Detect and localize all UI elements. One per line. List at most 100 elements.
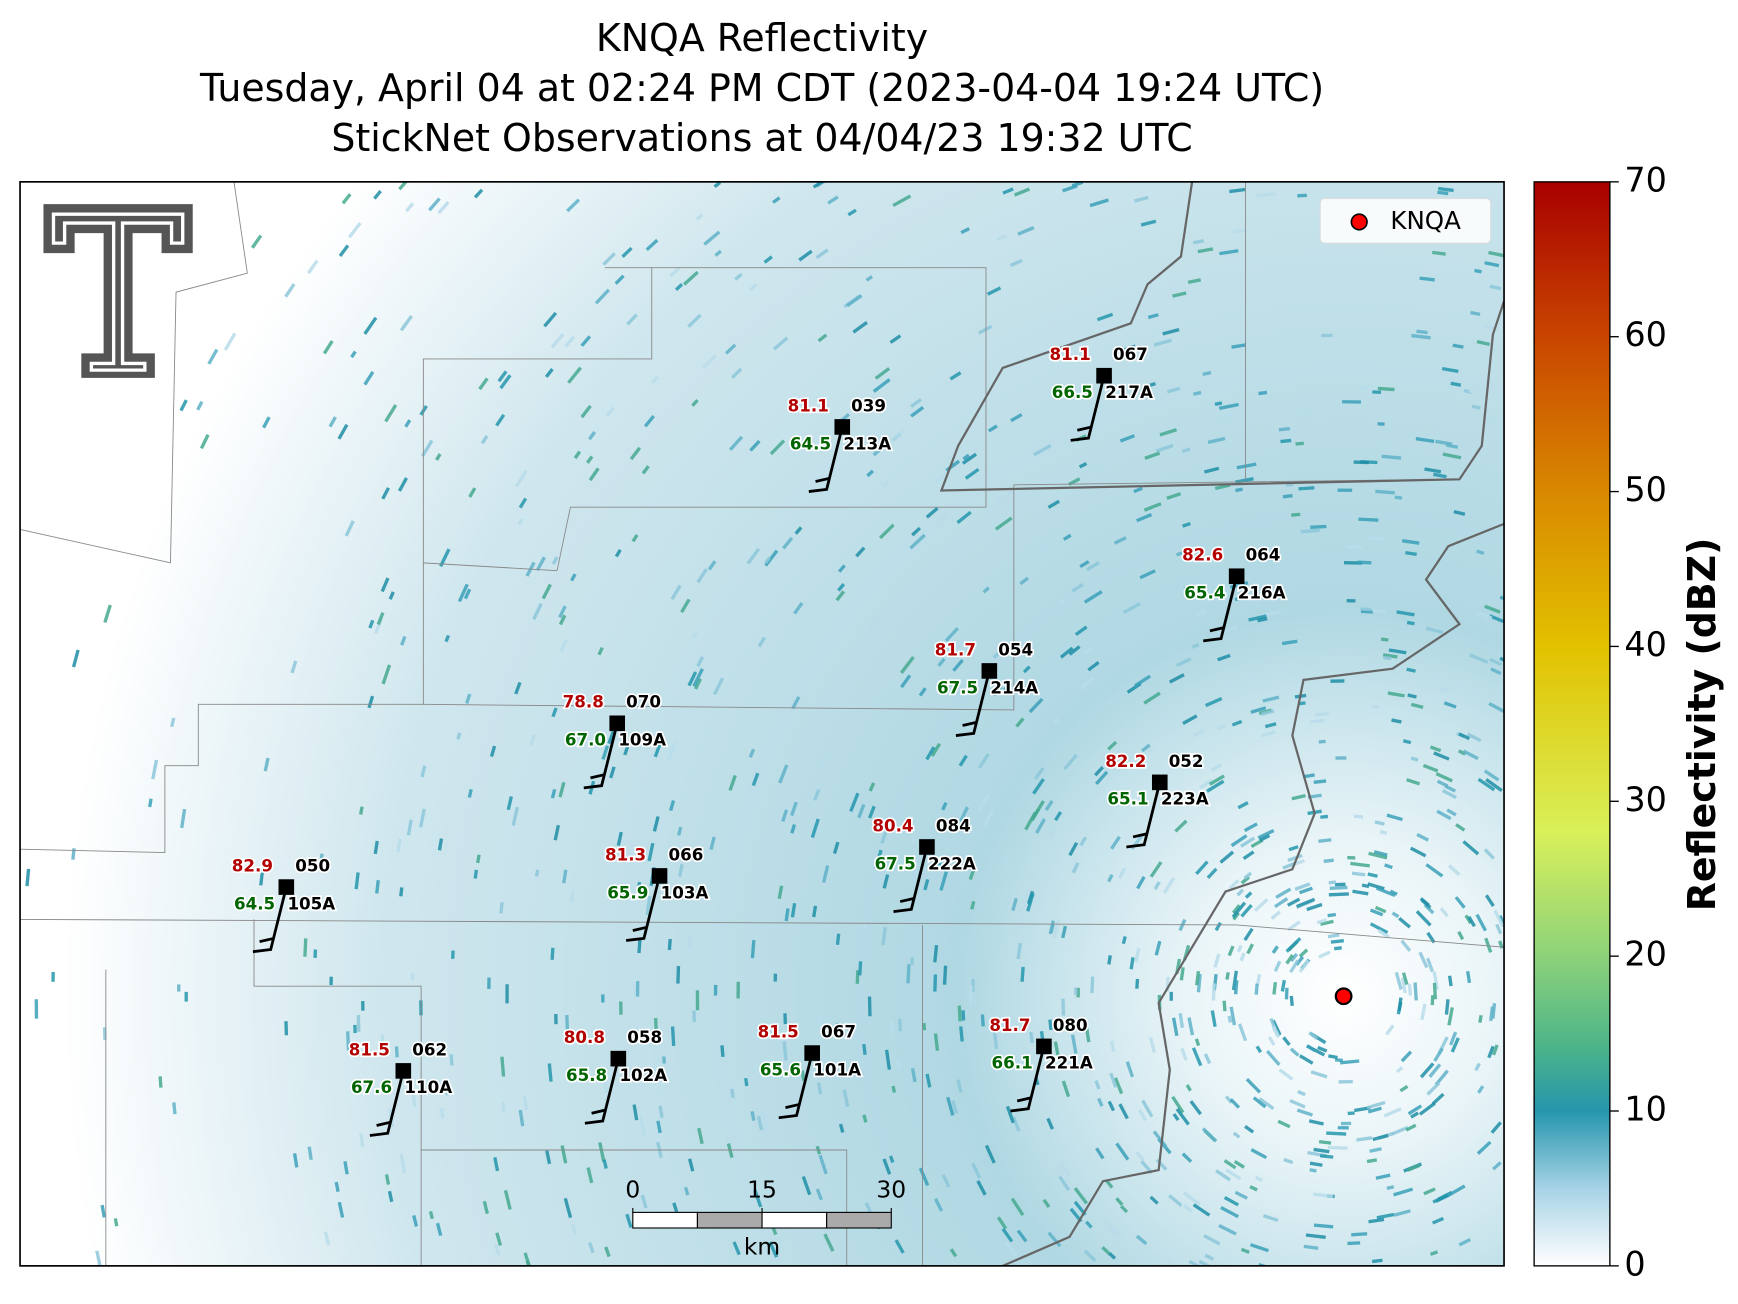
radar-echo bbox=[564, 335, 576, 348]
radar-echo bbox=[1062, 533, 1072, 541]
colorbar: Reflectivity (dBZ) 0 10 20 30 40 50 60 70 bbox=[1533, 160, 1724, 1283]
radar-echo bbox=[1297, 1089, 1306, 1097]
radar-echo bbox=[992, 1029, 999, 1049]
radar-echo bbox=[1493, 909, 1505, 928]
radar-echo bbox=[387, 1190, 394, 1203]
radar-echo bbox=[1203, 1234, 1221, 1246]
radar-echo bbox=[1380, 637, 1389, 642]
radar-echo bbox=[1181, 447, 1191, 454]
title: KNQA Reflectivity bbox=[596, 16, 928, 60]
colorbar-tick-label: 20 bbox=[1624, 935, 1667, 974]
wind-barb bbox=[808, 426, 844, 493]
radar-echo bbox=[1429, 1250, 1439, 1256]
radar-echo bbox=[956, 1079, 963, 1093]
radar-echo bbox=[567, 366, 582, 384]
radar-echo bbox=[1011, 897, 1018, 911]
radar-echo bbox=[749, 439, 761, 452]
station-id: 214A bbox=[990, 677, 1038, 697]
radar-echo bbox=[1107, 740, 1118, 751]
radar-echo bbox=[703, 230, 721, 246]
radar-echo bbox=[1398, 917, 1411, 929]
radar-echo bbox=[1313, 1223, 1334, 1229]
radar-echo bbox=[468, 487, 477, 498]
radar-echo bbox=[672, 1202, 679, 1213]
radar-echo bbox=[835, 590, 846, 602]
radar-echo bbox=[1240, 1247, 1250, 1254]
radar-echo bbox=[670, 1026, 676, 1046]
radar-echo bbox=[1476, 549, 1485, 555]
radar-echo bbox=[884, 1049, 892, 1070]
radar-echo bbox=[353, 1024, 357, 1034]
radar-echo bbox=[1155, 444, 1174, 453]
radar-echo bbox=[867, 996, 872, 1017]
radar-echo bbox=[1236, 944, 1243, 953]
radar-echo bbox=[1058, 597, 1067, 605]
radar-echo bbox=[569, 890, 575, 903]
radar-echo bbox=[322, 340, 334, 355]
radar-echo bbox=[1299, 1054, 1314, 1065]
radar-echo bbox=[1195, 971, 1201, 986]
radar-echo bbox=[535, 556, 546, 572]
radar-echo bbox=[34, 999, 39, 1019]
radar-echo bbox=[1087, 660, 1100, 672]
radar-echo bbox=[978, 324, 993, 335]
station-plot: 81.3 066 65.9 103A bbox=[603, 843, 710, 942]
radar-echo bbox=[1207, 436, 1226, 444]
radar-echo bbox=[1277, 1119, 1291, 1129]
radar-echo bbox=[580, 404, 592, 419]
radar-echo bbox=[334, 1181, 340, 1192]
radar-echo bbox=[1261, 730, 1277, 738]
radar-echo bbox=[1318, 739, 1326, 744]
radar-echo bbox=[1192, 239, 1205, 245]
radar-echo bbox=[1411, 333, 1431, 340]
radar-echo bbox=[1329, 885, 1348, 890]
radar-echo bbox=[368, 619, 375, 629]
radar-echo bbox=[1068, 841, 1079, 857]
radar-echo bbox=[1013, 187, 1031, 197]
radar-echo bbox=[629, 446, 642, 461]
radar-echo bbox=[1143, 691, 1161, 705]
radar-echo bbox=[1462, 749, 1479, 761]
station-id: 222A bbox=[928, 853, 976, 873]
radar-echo bbox=[547, 1063, 553, 1082]
radar-echo bbox=[1192, 728, 1205, 738]
radar-echo bbox=[1047, 499, 1061, 509]
radar-echo bbox=[696, 568, 708, 584]
radar-echo bbox=[307, 1146, 313, 1160]
radar-echo bbox=[1410, 702, 1424, 709]
radar-echo bbox=[428, 197, 441, 212]
radar-echo bbox=[375, 880, 380, 894]
radar-echo bbox=[813, 788, 821, 801]
radar-echo bbox=[790, 824, 797, 834]
radar-echo bbox=[1080, 676, 1094, 689]
radar-echo bbox=[1195, 860, 1209, 875]
radar-echo bbox=[1383, 655, 1392, 661]
radar-echo bbox=[499, 902, 504, 914]
radar-echo bbox=[373, 840, 379, 855]
radar-echo bbox=[428, 1211, 434, 1220]
radar-echo bbox=[1439, 907, 1449, 918]
radar-echo bbox=[1250, 706, 1267, 714]
radar-echo bbox=[1466, 970, 1472, 984]
radar-echo bbox=[1048, 1019, 1053, 1031]
legend-box bbox=[1319, 198, 1492, 244]
radar-echo bbox=[1257, 828, 1275, 840]
radar-echo bbox=[1113, 536, 1127, 545]
radar-echo bbox=[791, 696, 801, 710]
radar-echo bbox=[1407, 983, 1413, 996]
radar-echo bbox=[1223, 1159, 1237, 1170]
radar-echo bbox=[1153, 338, 1172, 347]
radar-echo bbox=[1382, 653, 1398, 659]
radar-echo bbox=[437, 201, 450, 215]
radar-echo bbox=[936, 511, 949, 523]
subtitle: StickNet Observations at 04/04/23 19:32 … bbox=[331, 116, 1192, 160]
radar-echo bbox=[714, 249, 722, 257]
dewpoint: 66.1 bbox=[992, 1053, 1033, 1073]
wind-barb-flag bbox=[1016, 1096, 1032, 1103]
radar-echo bbox=[1386, 1185, 1395, 1191]
radar-echo bbox=[1469, 653, 1489, 664]
radar-echo bbox=[1477, 1085, 1485, 1094]
radar-echo bbox=[517, 517, 524, 526]
radar-echo bbox=[1278, 426, 1291, 432]
radar-echo bbox=[1110, 835, 1121, 850]
